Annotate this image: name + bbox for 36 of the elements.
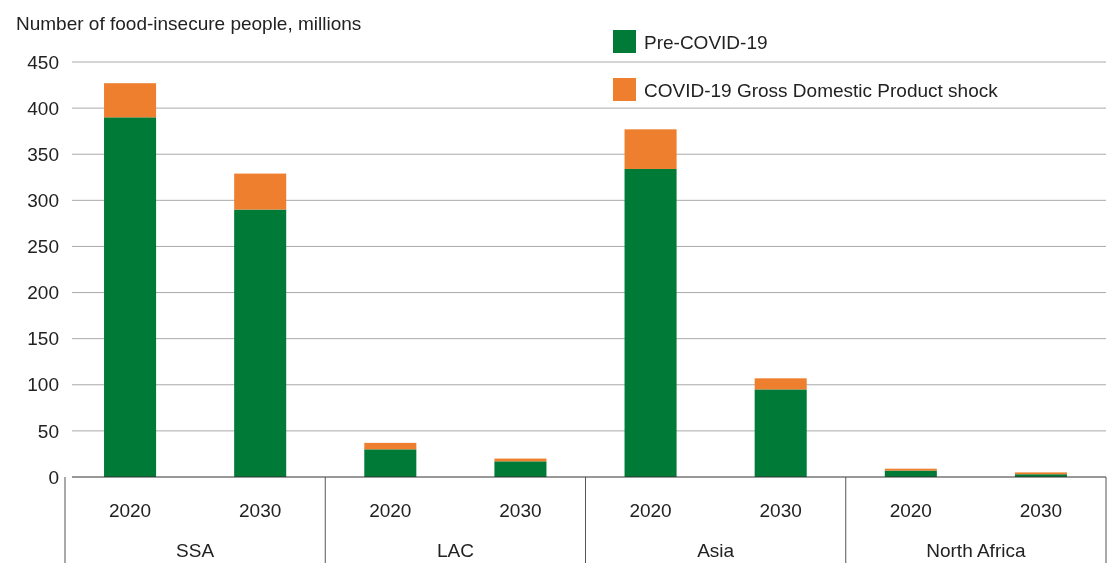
bar — [494, 461, 547, 477]
y-tick-label: 450 — [27, 51, 59, 73]
bar — [104, 117, 157, 477]
y-axis-title: Number of food-insecure people, millions — [16, 13, 362, 34]
y-tick-label: 350 — [27, 143, 59, 165]
y-tick-label: 100 — [27, 374, 59, 396]
x-tick-label: 2030 — [499, 500, 542, 521]
x-tick-label: 2020 — [629, 500, 672, 521]
bar — [104, 83, 157, 118]
bar — [624, 168, 677, 477]
text: Asia — [697, 540, 735, 561]
bar — [234, 173, 287, 210]
y-tick-label: 0 — [48, 466, 59, 488]
x-tick-label: 2030 — [1019, 500, 1063, 521]
bar — [754, 389, 807, 477]
x-tick-label: 2030 — [759, 500, 802, 521]
legend-label: COVID-19 Gross Domestic Product shock — [644, 79, 999, 101]
bar — [754, 378, 807, 390]
bar — [364, 449, 417, 477]
legend-label: Pre-COVID-19 — [644, 31, 768, 53]
x-tick-label: 2020 — [108, 500, 152, 521]
y-tick-label: 250 — [27, 236, 59, 258]
text: North Africa — [926, 540, 1026, 561]
bar — [624, 129, 677, 169]
y-tick-label: 400 — [27, 97, 59, 119]
y-tick-label: 150 — [27, 328, 59, 350]
bar — [364, 442, 417, 450]
text: SSA — [176, 540, 215, 561]
x-tick-label: 2020 — [369, 500, 412, 521]
text: LAC — [436, 540, 474, 561]
y-tick-label: 300 — [27, 189, 59, 211]
y-tick-label: 200 — [27, 282, 59, 304]
bar — [234, 209, 287, 477]
x-tick-label: 2020 — [889, 500, 932, 521]
y-tick-label: 50 — [37, 420, 59, 442]
x-tick-label: 2030 — [239, 500, 282, 521]
